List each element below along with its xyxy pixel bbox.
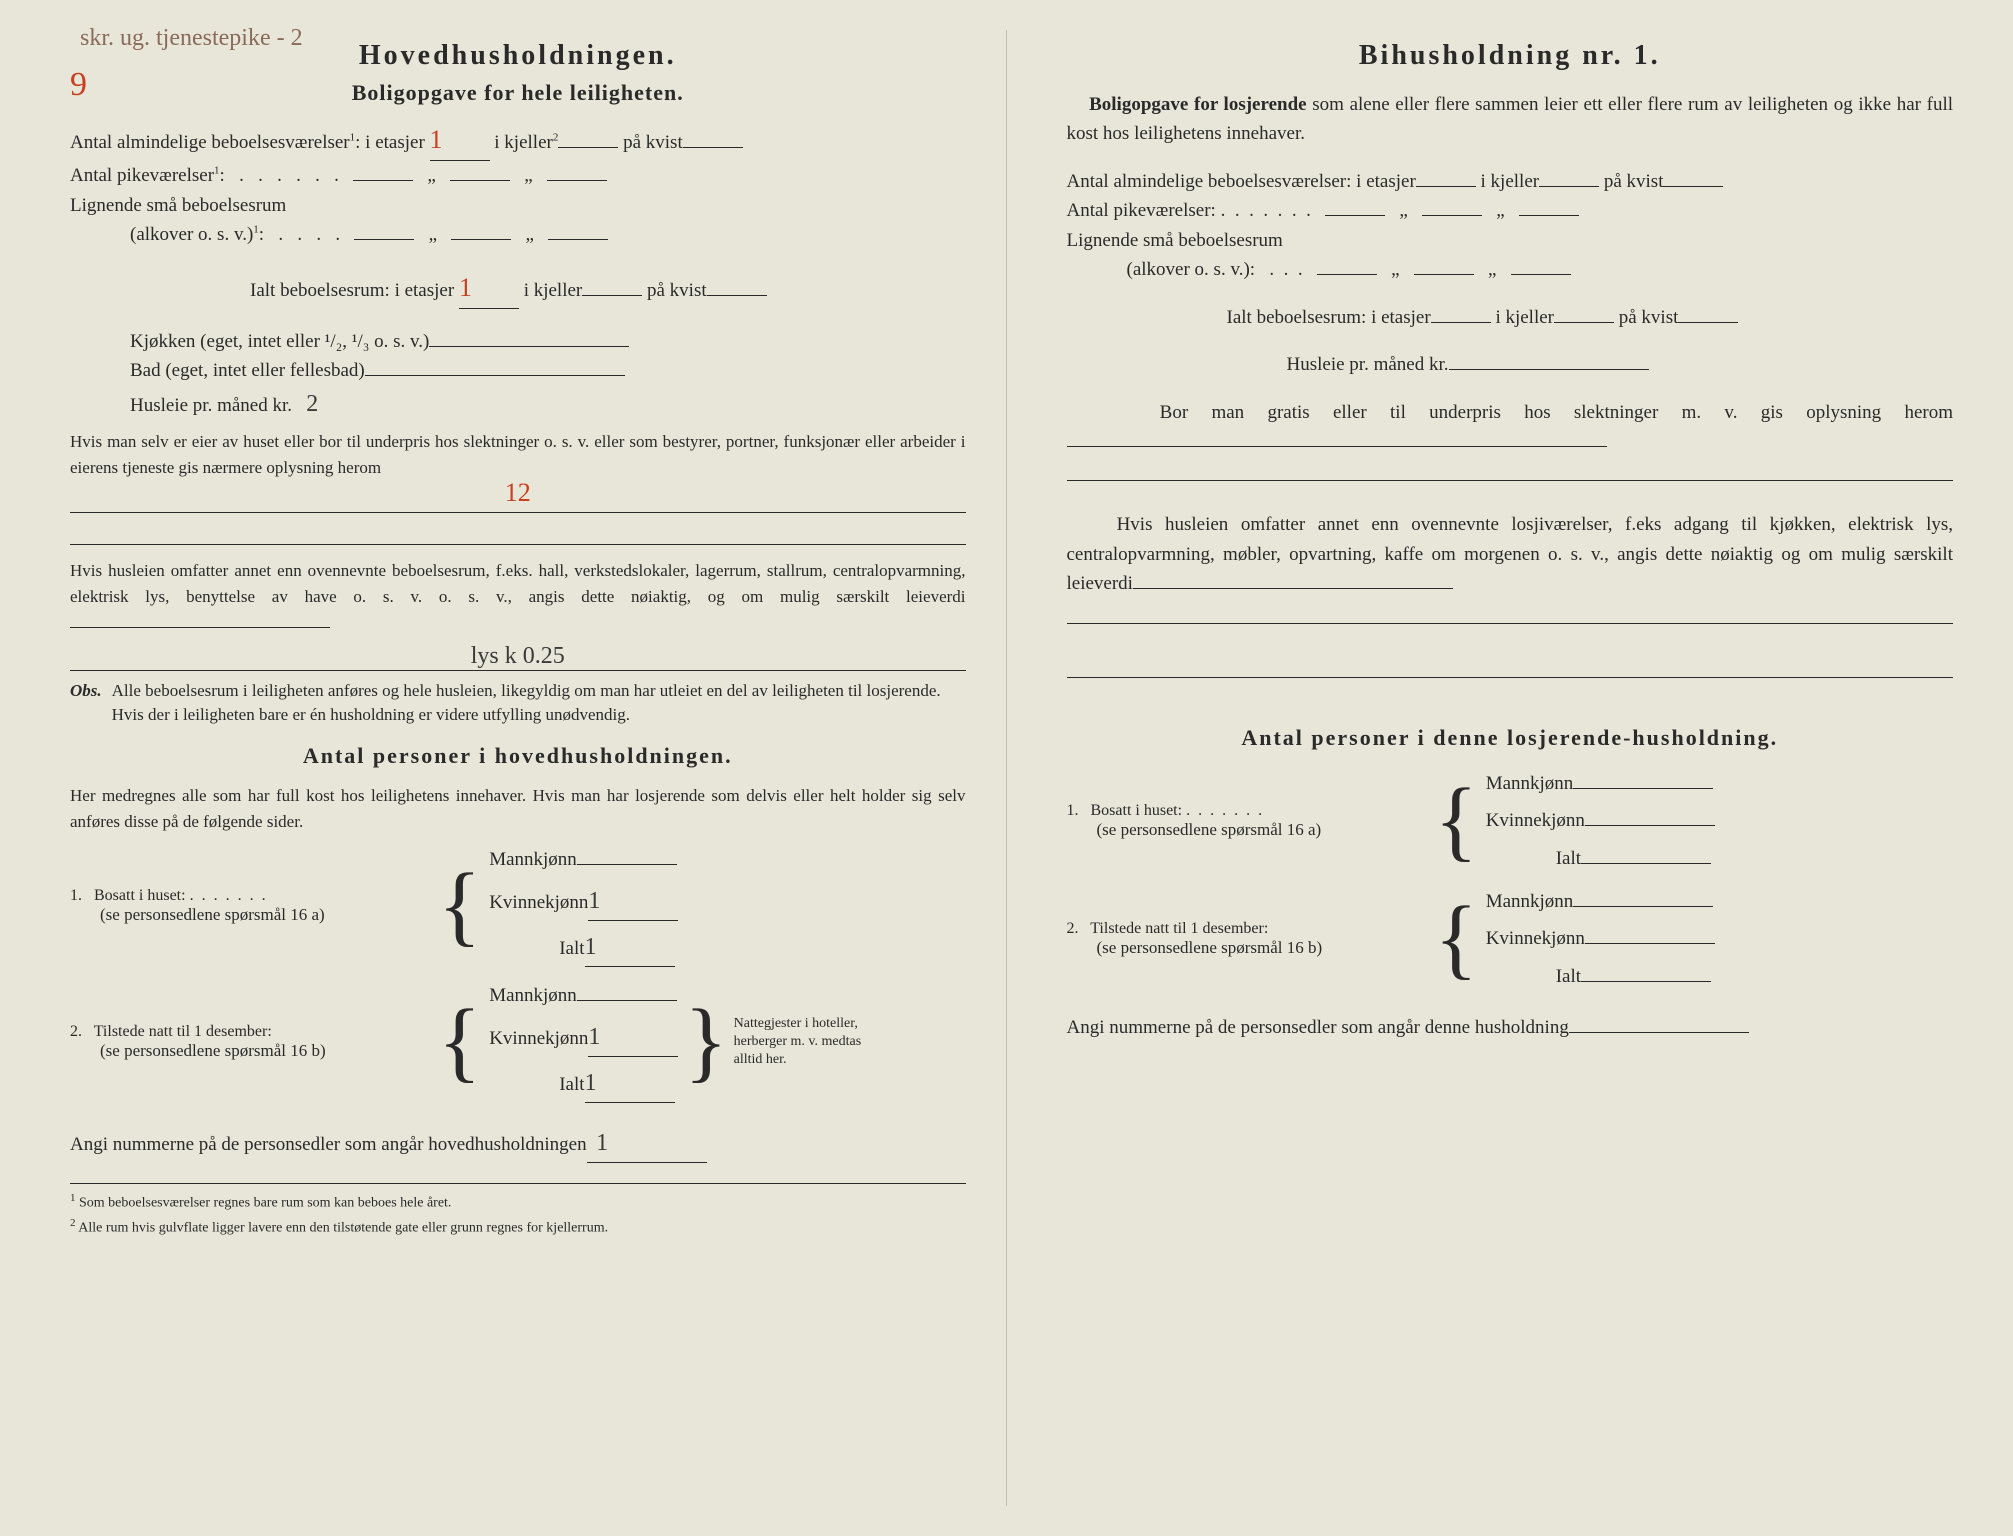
obs-block: Obs. Alle beboelsesrum i leiligheten anf… (70, 681, 966, 725)
rq2-block: 2. Tilstede natt til 1 desember: (se per… (1067, 883, 1954, 995)
blank-line (70, 512, 966, 513)
r-angi: Angi nummerne på de personsedler som ang… (1067, 1013, 1954, 1042)
line-lignende: Lignende små beboelsesrum (70, 191, 966, 220)
r-ialt: Ialt beboelsesrum: i etasjer i kjeller p… (1067, 303, 1954, 332)
para-husleie: Hvis husleien omfatter annet enn ovennev… (70, 558, 966, 637)
right-page: Bihusholdning nr. 1. Boligopgave for los… (1007, 30, 1994, 1506)
rq1-block: 1. Bosatt i huset: . . . . . . . (se per… (1067, 765, 1954, 877)
handwritten-top: skr. ug. tjenestepike - 2 (80, 25, 303, 52)
blank-line (1067, 677, 1954, 678)
angi-line: Angi nummerne på de personsedler som ang… (70, 1125, 966, 1163)
r-line3: Lignende små beboelsesrum (1067, 226, 1954, 255)
line-husleie: Husleie pr. måned kr. 2 (70, 386, 966, 423)
right-intro: Boligopgave for losjerende som alene ell… (1067, 90, 1954, 149)
handwritten-9: 9 (70, 66, 87, 104)
r-para1: Bor man gratis eller til underpris hos s… (1067, 398, 1954, 457)
r-line2: Antal pikeværelser: . . . . . . . „ „ (1067, 196, 1954, 225)
q1-block: 1. Bosatt i huset: . . . . . . . (se per… (70, 841, 966, 971)
blank-line (70, 544, 966, 545)
line-kjokken: Kjøkken (eget, intet eller ¹/₂, ¹/₃ o. s… (70, 327, 966, 356)
line-pike: Antal pikeværelser1: . . . . . . „ „ (70, 161, 966, 190)
line-alkover: (alkover o. s. v.)1: . . . . „ „ (70, 220, 966, 249)
h2-sub: Her medregnes alle som har full kost hos… (70, 783, 966, 836)
para-eier: Hvis man selv er eier av huset eller bor… (70, 429, 966, 482)
line-bad: Bad (eget, intet eller fellesbad) (70, 356, 966, 385)
blank-line (1067, 623, 1954, 624)
line-ialt: Ialt beboelsesrum: i etasjer 1 i kjeller… (70, 268, 966, 309)
blank-line (1067, 480, 1954, 481)
left-subtitle: Boligopgave for hele leiligheten. (70, 80, 966, 106)
left-page: skr. ug. tjenestepike - 2 9 Hovedhushold… (20, 30, 1007, 1506)
q2-block: 2. Tilstede natt til 1 desember: (se per… (70, 977, 966, 1107)
handwritten-lys: lys k 0.25 (70, 643, 966, 671)
r-para2: Hvis husleien omfatter annet enn ovennev… (1067, 510, 1954, 598)
r-line1: Antal almindelige beboelsesværelser: i e… (1067, 167, 1954, 196)
left-h2: Antal personer i hovedhusholdningen. (70, 743, 966, 769)
r-line3b: (alkover o. s. v.): . . . „ „ (1067, 255, 1954, 284)
footnotes: 1 Som beboelsesværelser regnes bare rum … (70, 1183, 966, 1239)
r-husleie: Husleie pr. måned kr. (1067, 350, 1954, 379)
right-h2: Antal personer i denne losjerende-hushol… (1067, 725, 1954, 751)
right-title: Bihusholdning nr. 1. (1067, 40, 1954, 72)
line-rooms: Antal almindelige beboelsesværelser1: i … (70, 120, 966, 161)
handwritten-12: 12 (70, 478, 966, 508)
